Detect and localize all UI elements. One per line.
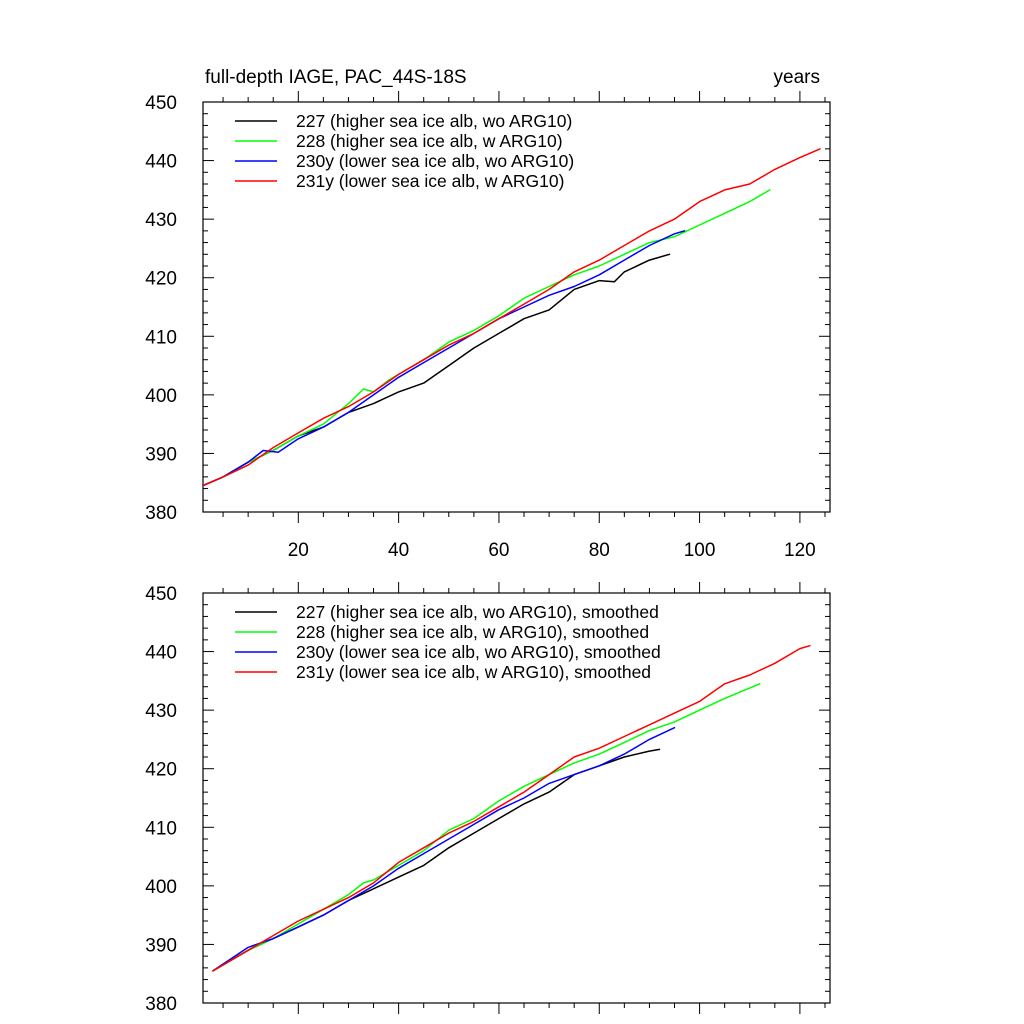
y-tick-label: 390 [145,444,177,465]
plot-frame [202,101,831,513]
y-tick-label: 440 [145,643,177,664]
y-tick-label: 430 [145,210,177,231]
series-line [202,230,686,487]
y-tick-label: 380 [145,503,177,524]
y-tick-label: 410 [145,327,177,348]
legend-entry: 227 (higher sea ice alb, wo ARG10), smoo… [296,602,659,622]
legend-entry: 231y (lower sea ice alb, w ARG10) [296,171,564,191]
legend-entry: 230y (lower sea ice alb, wo ARG10), smoo… [296,642,661,662]
legend-entry: 231y (lower sea ice alb, w ARG10), smoot… [296,662,651,682]
legend-entry: 227 (higher sea ice alb, wo ARG10) [296,111,572,131]
x-tick-label: 20 [288,540,309,561]
x-tick-label: 120 [784,540,816,561]
y-tick-label: 440 [145,152,177,173]
legend-entry: 230y (lower sea ice alb, wo ARG10) [296,151,574,171]
y-tick-label: 390 [145,935,177,956]
y-tick-label: 430 [145,701,177,722]
bottom-panel: 380 390 400 410 420 430 440 450 227 (higher sea … [145,582,831,1015]
x-tick-label: 40 [388,540,409,561]
x-tick-label: 60 [488,540,509,561]
x-tick-label: 100 [684,540,716,561]
series-line [212,726,676,972]
y-tick-label: 420 [145,760,177,781]
y-tick-label: 420 [145,269,177,290]
legend-entry: 228 (higher sea ice alb, w ARG10) [296,131,563,151]
y-tick-label: 450 [145,93,177,114]
series-line [212,748,661,972]
plot-frame [202,592,831,1004]
x-tick-label: 80 [589,540,610,561]
top-panel: 380 390 400 410 420 430 440 450 20 40 60 80 100 120 fu… [145,67,831,561]
chart-units-label: years [774,67,820,88]
y-tick-label: 380 [145,994,177,1015]
series-line [202,189,771,487]
y-tick-label: 450 [145,584,177,605]
chart-title: full-depth IAGE, PAC_44S-18S [205,67,467,88]
series-line [212,644,811,972]
series-line [212,683,761,972]
series-line [202,148,821,487]
y-tick-label: 400 [145,386,177,407]
legend-entry: 228 (higher sea ice alb, w ARG10), smoot… [296,622,649,642]
y-tick-label: 400 [145,877,177,898]
y-tick-label: 410 [145,818,177,839]
